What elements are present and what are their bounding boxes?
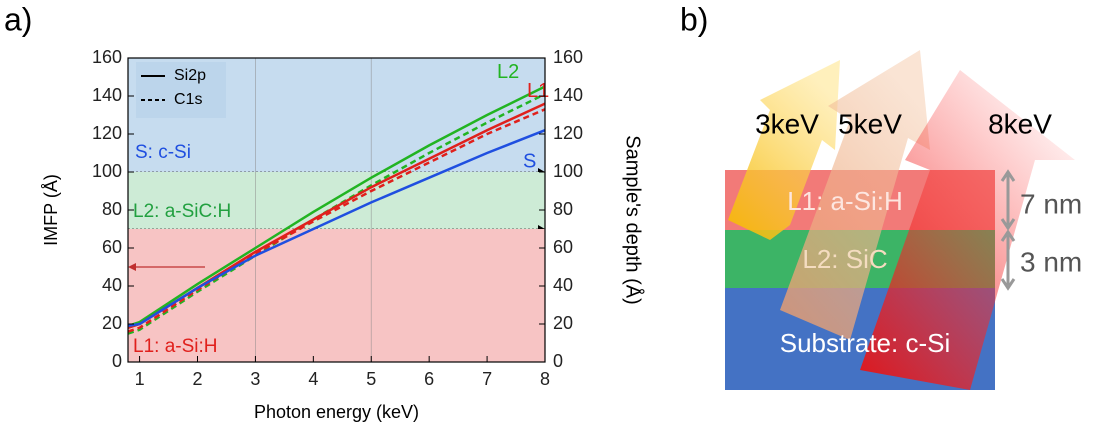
series-label: L1 xyxy=(527,80,549,102)
region-label: S: c-Si xyxy=(135,142,191,163)
y-tick-label: 160 xyxy=(92,47,122,67)
series-label: L2 xyxy=(497,61,519,83)
y2-tick-label: 40 xyxy=(553,275,573,295)
arrowhead xyxy=(128,263,136,271)
y-tick-label: 40 xyxy=(102,275,122,295)
series-line xyxy=(127,129,546,328)
y-tick-label: 0 xyxy=(112,351,122,371)
panel-label: a) xyxy=(4,1,32,37)
legend-box xyxy=(136,62,226,118)
y-tick-label: 80 xyxy=(102,199,122,219)
y-tick-label: 120 xyxy=(92,123,122,143)
panel-label: b) xyxy=(680,1,708,37)
region-label: L2: a-SiC:H xyxy=(133,201,231,222)
thickness-label: 7 nm xyxy=(1020,188,1082,219)
thickness-arrows xyxy=(1000,169,1016,291)
series-line-dashed xyxy=(127,92,546,335)
x-tick-label: 4 xyxy=(308,369,318,389)
x-tick-label: 1 xyxy=(135,369,145,389)
y-tick-label: 60 xyxy=(102,237,122,257)
series-line-dashed xyxy=(127,108,546,333)
legend-label: Si2p xyxy=(174,67,206,84)
y-tick-label: 140 xyxy=(92,85,122,105)
series-line xyxy=(127,85,546,328)
y2-tick-label: 60 xyxy=(553,237,573,257)
layer-label: Substrate: c-Si xyxy=(780,328,951,358)
beam-label: 3keV xyxy=(755,108,819,139)
x-axis-title: Photon energy (keV) xyxy=(254,402,419,422)
beam-arrow xyxy=(860,70,1075,390)
y2-tick-label: 160 xyxy=(553,47,583,67)
beam-arrow xyxy=(780,50,930,340)
y-tick-label: 20 xyxy=(102,313,122,333)
x-tick-label: 3 xyxy=(250,369,260,389)
x-tick-label: 5 xyxy=(366,369,376,389)
y2-tick-label: 140 xyxy=(553,85,583,105)
region-label: L1: a-Si:H xyxy=(133,336,217,357)
x-tick-label: 6 xyxy=(424,369,434,389)
thickness-label: 3 nm xyxy=(1020,246,1082,277)
legend-label: C1s xyxy=(174,91,202,108)
x-tick-label: 8 xyxy=(540,369,550,389)
region xyxy=(128,229,545,362)
y2-tick-label: 0 xyxy=(553,351,563,371)
y2-axis-title: Sample's depth (Å) xyxy=(622,135,645,304)
y2-tick-label: 20 xyxy=(553,313,573,333)
beam-arrow xyxy=(728,60,840,240)
y2-tick-label: 100 xyxy=(553,161,583,181)
y-axis-title: IMFP (Å) xyxy=(41,174,61,246)
layer-label: L2: SiC xyxy=(802,244,887,274)
beam-label: 8keV xyxy=(988,108,1052,139)
x-tick-label: 7 xyxy=(482,369,492,389)
y2-tick-label: 80 xyxy=(553,199,573,219)
beam-label: 5keV xyxy=(838,108,902,139)
x-tick-label: 2 xyxy=(192,369,202,389)
layer-label: L1: a-Si:H xyxy=(787,186,903,216)
y2-tick-label: 120 xyxy=(553,123,583,143)
y-tick-label: 100 xyxy=(92,161,122,181)
series-label: S xyxy=(523,150,536,172)
